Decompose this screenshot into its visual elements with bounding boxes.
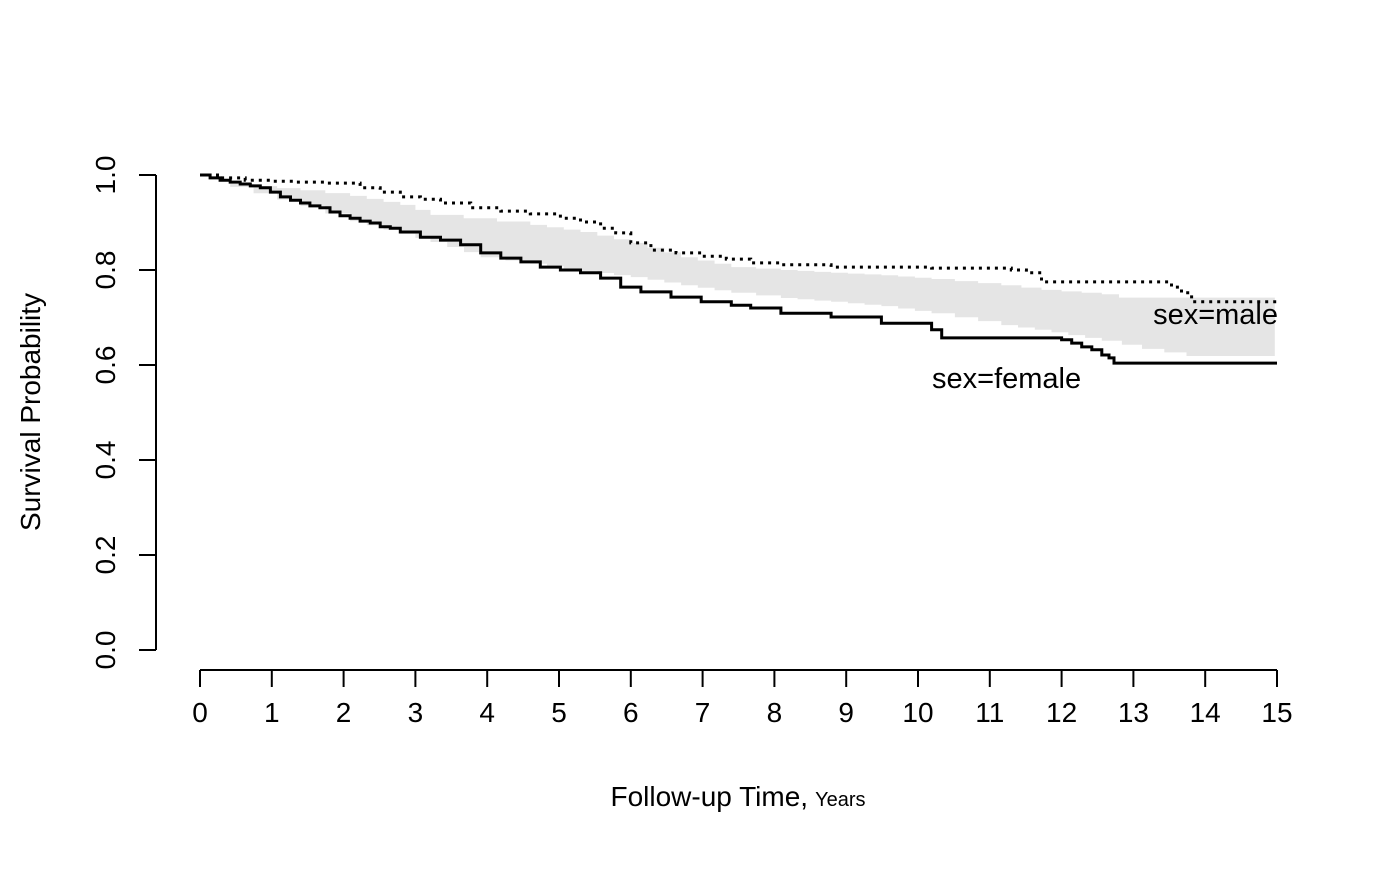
confidence-band	[230, 184, 1275, 356]
x-tick-label: 8	[767, 697, 783, 728]
km-curve-female	[200, 173, 1277, 365]
y-tick-label: 0.6	[90, 346, 121, 385]
x-tick-label: 9	[838, 697, 854, 728]
y-tick-label: 0.2	[90, 536, 121, 575]
x-axis-title-main: Follow-up Time,	[610, 781, 808, 812]
y-tick-label: 0.8	[90, 251, 121, 290]
x-axis: 0 1 2 3 4 5 6 7 8 9 10 11 12 13 14 15	[192, 669, 1293, 728]
x-tick-label: 2	[336, 697, 352, 728]
x-tick-label: 12	[1046, 697, 1077, 728]
x-tick-label: 0	[192, 697, 208, 728]
km-curve-male	[200, 173, 1277, 304]
x-tick-label: 15	[1261, 697, 1292, 728]
y-tick-label: 0.0	[90, 631, 121, 670]
y-axis-title: Survival Probability	[15, 293, 46, 531]
x-tick-label: 4	[479, 697, 495, 728]
x-tick-label: 1	[264, 697, 280, 728]
curve-label-male: sex=male	[1153, 299, 1278, 331]
x-tick-label: 10	[902, 697, 933, 728]
x-tick-label: 11	[975, 697, 1004, 728]
x-tick-label: 7	[695, 697, 711, 728]
x-tick-label: 13	[1118, 697, 1149, 728]
x-tick-label: 14	[1190, 697, 1221, 728]
x-tick-label: 6	[623, 697, 639, 728]
x-axis-title: Follow-up Time, Years	[610, 781, 865, 812]
curve-label-female: sex=female	[932, 363, 1081, 395]
x-tick-label: 3	[408, 697, 424, 728]
y-axis: 0.0 0.2 0.4 0.6 0.8 1.0	[90, 156, 157, 670]
x-tick-label: 5	[551, 697, 567, 728]
y-tick-label: 0.4	[90, 441, 121, 480]
x-axis-title-suffix: Years	[815, 789, 865, 811]
y-tick-label: 1.0	[90, 156, 121, 195]
